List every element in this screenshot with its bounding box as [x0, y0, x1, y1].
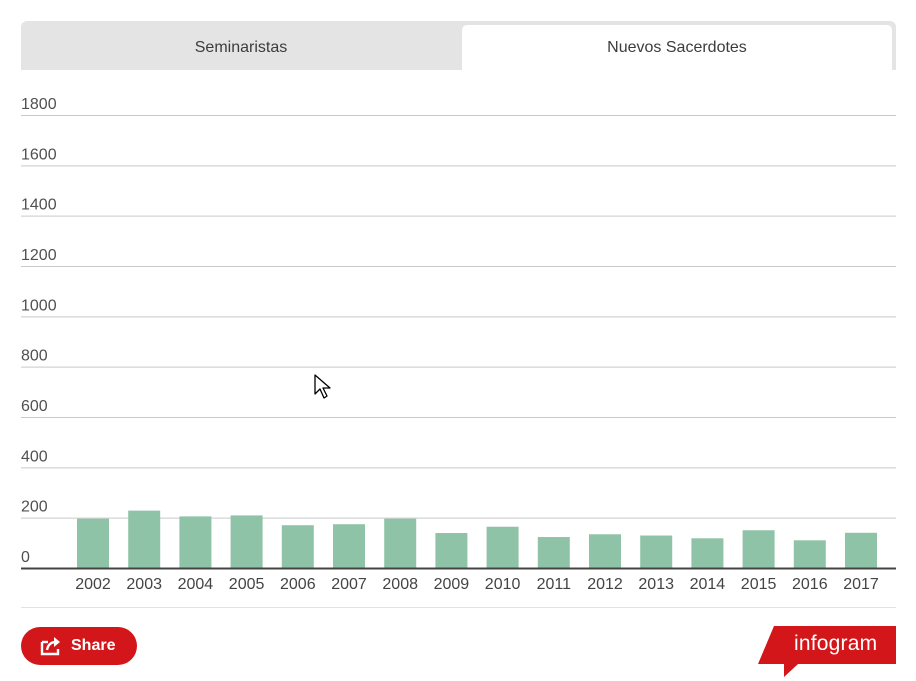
x-tick-label: 2013	[638, 576, 674, 593]
bar-2008[interactable]	[384, 518, 417, 568]
tab-nuevos-sacerdotes[interactable]: Nuevos Sacerdotes	[462, 25, 892, 70]
bar-2009[interactable]	[435, 533, 468, 568]
bar-2010[interactable]	[486, 526, 519, 568]
bar-2011[interactable]	[537, 537, 570, 568]
x-tick-label: 2005	[229, 576, 265, 593]
brand-text: infogram	[794, 632, 878, 655]
bar-2015[interactable]	[742, 530, 775, 568]
y-tick-label: 600	[21, 398, 48, 415]
x-tick-label: 2007	[331, 576, 367, 593]
y-tick-label: 1000	[21, 297, 57, 314]
bar-2006[interactable]	[281, 525, 314, 568]
x-tick-label: 2008	[382, 576, 418, 593]
mouse-cursor-icon	[314, 374, 331, 399]
bar-2005[interactable]	[230, 515, 263, 568]
y-tick-label: 200	[21, 499, 48, 516]
y-tick-label: 800	[21, 348, 48, 365]
y-tick-label: 1200	[21, 247, 57, 264]
x-tick-label: 2003	[126, 576, 162, 593]
tab-seminaristas[interactable]: Seminaristas	[194, 38, 288, 56]
x-tick-label: 2004	[178, 576, 214, 593]
bar-2017[interactable]	[845, 532, 877, 568]
y-tick-label: 1400	[21, 197, 57, 214]
y-tick-label: 0	[21, 549, 30, 566]
x-tick-label: 2009	[434, 576, 470, 593]
x-tick-label: 2010	[485, 576, 521, 593]
y-tick-label: 400	[21, 448, 48, 465]
x-tick-label: 2017	[843, 576, 879, 593]
bar-2007[interactable]	[333, 524, 365, 568]
x-tick-label: 2012	[587, 576, 623, 593]
bar-2004[interactable]	[179, 516, 212, 568]
x-tick-label: 2011	[537, 576, 572, 593]
x-tick-label: 2006	[280, 576, 316, 593]
brand-flag-shape	[758, 626, 896, 677]
y-tick-label: 1600	[21, 146, 57, 163]
bar-2016[interactable]	[793, 540, 826, 568]
tab-bar: Seminaristas Nuevos Sacerdotes	[21, 21, 896, 70]
x-tick-label: 2014	[690, 576, 726, 593]
bar-2014[interactable]	[691, 538, 724, 568]
share-label: Share	[71, 637, 116, 654]
bar-2002[interactable]	[77, 518, 109, 568]
share-icon	[40, 637, 60, 656]
bar-2003[interactable]	[128, 510, 161, 568]
bar-chart: 0 200 400 600 800 1000 1200 1400 1600 1800 2002 200…	[21, 96, 896, 593]
bar-2013[interactable]	[640, 535, 673, 568]
y-tick-label: 1800	[21, 96, 57, 113]
share-button[interactable]: Share	[21, 627, 137, 665]
footer-divider	[21, 607, 896, 608]
infogram-logo[interactable]: infogram	[758, 626, 898, 678]
x-tick-label: 2002	[75, 576, 111, 593]
x-tick-label: 2016	[792, 576, 828, 593]
bar-2012[interactable]	[589, 534, 621, 568]
x-tick-label: 2015	[741, 576, 777, 593]
